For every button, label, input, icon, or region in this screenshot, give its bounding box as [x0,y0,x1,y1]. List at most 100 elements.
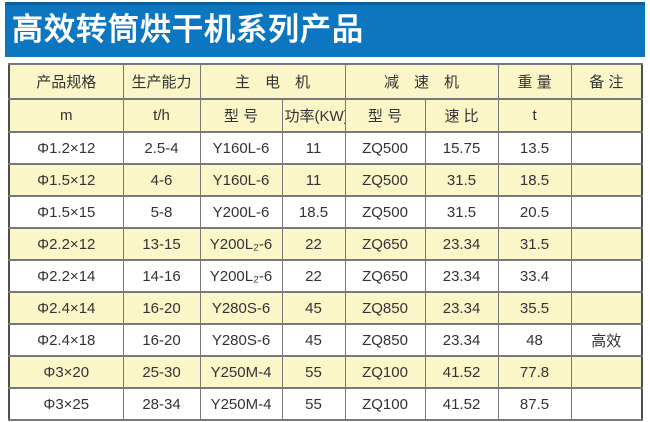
table-cell: Φ2.4×18 [8,323,124,357]
table-row: Φ2.2×14 14-16 Y200L₂-6 22 ZQ650 23.34 33.4 [8,259,643,293]
table-cell: 41.52 [424,387,499,421]
table-cell [570,355,643,389]
table-cell: ZQ850 [344,323,426,357]
table-cell: Φ2.2×12 [8,227,124,261]
table-cell: Y160L-6 [199,163,283,197]
col-header-remarks: 备 注 [570,63,643,100]
table-cell: 55 [281,387,346,421]
table-cell: 77.8 [497,355,572,389]
table-cell: 5-8 [122,195,201,229]
table-cell: 23.34 [424,323,499,357]
table-cell: 33.4 [497,259,572,293]
table-cell: 31.5 [497,227,572,261]
table-cell: 55 [281,355,346,389]
table-cell: ZQ650 [344,227,426,261]
table-cell: Y250M-4 [199,387,283,421]
table-row: Φ2.2×12 13-15 Y200L₂-6 22 ZQ650 23.34 31.5 [8,227,643,261]
table-cell: 23.34 [424,291,499,325]
table-row: Φ1.5×12 4-6 Y160L-6 11 ZQ500 31.5 18.5 [8,163,643,197]
table-cell: Φ1.5×12 [8,163,124,197]
table-cell: Y200L-6 [199,195,283,229]
table-cell: 23.34 [424,259,499,293]
table-cell [570,195,643,229]
table-cell [570,131,643,165]
table-cell: Φ3×20 [8,355,124,389]
table-cell [570,227,643,261]
col-header-reducer: 减 速 机 [344,63,499,100]
unit-spec-m: m [8,98,124,133]
table-cell: 35.5 [497,291,572,325]
col-header-capacity: 生产能力 [122,63,201,100]
table-cell: Y200L₂-6 [199,227,283,261]
unit-reducer-model: 型 号 [344,98,426,133]
table-cell: ZQ500 [344,131,426,165]
table-cell: 28-34 [122,387,201,421]
table-cell: 45 [281,323,346,357]
table-cell [570,163,643,197]
header-row-units: m t/h 型 号 功率(KW) 型 号 速 比 t [8,98,643,133]
table-cell: ZQ850 [344,291,426,325]
col-header-weight: 重 量 [497,63,572,100]
header-row-groups: 产品规格 生产能力 主 电 机 减 速 机 重 量 备 注 [8,63,643,100]
table-cell: Φ2.4×14 [8,291,124,325]
table-cell: 25-30 [122,355,201,389]
title-bar: 高效转筒烘干机系列产品 [5,2,645,57]
table-cell: 16-20 [122,323,201,357]
table-cell: ZQ500 [344,163,426,197]
table-cell: 45 [281,291,346,325]
table-cell: 15.75 [424,131,499,165]
table-cell: Φ1.2×12 [8,131,124,165]
table-cell: 31.5 [424,163,499,197]
table-cell: ZQ500 [344,195,426,229]
table-row: Φ1.2×12 2.5-4 Y160L-6 11 ZQ500 15.75 13.5 [8,131,643,165]
unit-motor-power: 功率(KW) [281,98,346,133]
table-cell: 87.5 [497,387,572,421]
table-row: Φ3×20 25-30 Y250M-4 55 ZQ100 41.52 77.8 [8,355,643,389]
table-row: Φ1.5×15 5-8 Y200L-6 18.5 ZQ500 31.5 20.5 [8,195,643,229]
table-row: Φ3×25 28-34 Y250M-4 55 ZQ100 41.52 87.5 [8,387,643,421]
product-spec-table: 产品规格 生产能力 主 电 机 减 速 机 重 量 备 注 m t/h 型 号 … [8,63,644,421]
table-cell: 41.52 [424,355,499,389]
table-cell: 14-16 [122,259,201,293]
table-cell [570,387,643,421]
table-cell: ZQ650 [344,259,426,293]
page-title: 高效转筒烘干机系列产品 [12,12,364,47]
unit-weight-t: t [497,98,572,133]
table-cell: Y160L-6 [199,131,283,165]
table-cell: 31.5 [424,195,499,229]
table-cell: Φ1.5×15 [8,195,124,229]
table-cell: Φ2.2×14 [8,259,124,293]
table-header: 产品规格 生产能力 主 电 机 减 速 机 重 量 备 注 m t/h 型 号 … [8,63,643,133]
table-cell: 13.5 [497,131,572,165]
table-cell: 22 [281,227,346,261]
col-header-spec: 产品规格 [8,63,124,100]
table-cell: Y250M-4 [199,355,283,389]
table-cell: 13-15 [122,227,201,261]
unit-remarks-empty [570,98,643,133]
table-cell: 11 [281,163,346,197]
table-cell: 4-6 [122,163,201,197]
table-cell [570,291,643,325]
table-row: Φ2.4×18 16-20 Y280S-6 45 ZQ850 23.34 48 高效 [8,323,643,357]
unit-capacity-th: t/h [122,98,201,133]
table-cell: ZQ100 [344,355,426,389]
table-cell: 11 [281,131,346,165]
col-header-main-motor: 主 电 机 [199,63,346,100]
table-cell: Y280S-6 [199,323,283,357]
unit-motor-model: 型 号 [199,98,283,133]
table-cell [570,259,643,293]
table-cell: ZQ100 [344,387,426,421]
table-cell: 高效 [570,323,643,357]
table-row: Φ2.4×14 16-20 Y280S-6 45 ZQ850 23.34 35.5 [8,291,643,325]
table-cell: 16-20 [122,291,201,325]
table-cell: 18.5 [497,163,572,197]
table-cell: 23.34 [424,227,499,261]
table-cell: 2.5-4 [122,131,201,165]
unit-reducer-ratio: 速 比 [424,98,499,133]
table-body: Φ1.2×12 2.5-4 Y160L-6 11 ZQ500 15.75 13.5 Φ1.5×… [8,131,643,421]
table-cell: 22 [281,259,346,293]
table-cell: Y280S-6 [199,291,283,325]
table-cell: Y200L₂-6 [199,259,283,293]
table-cell: Φ3×25 [8,387,124,421]
